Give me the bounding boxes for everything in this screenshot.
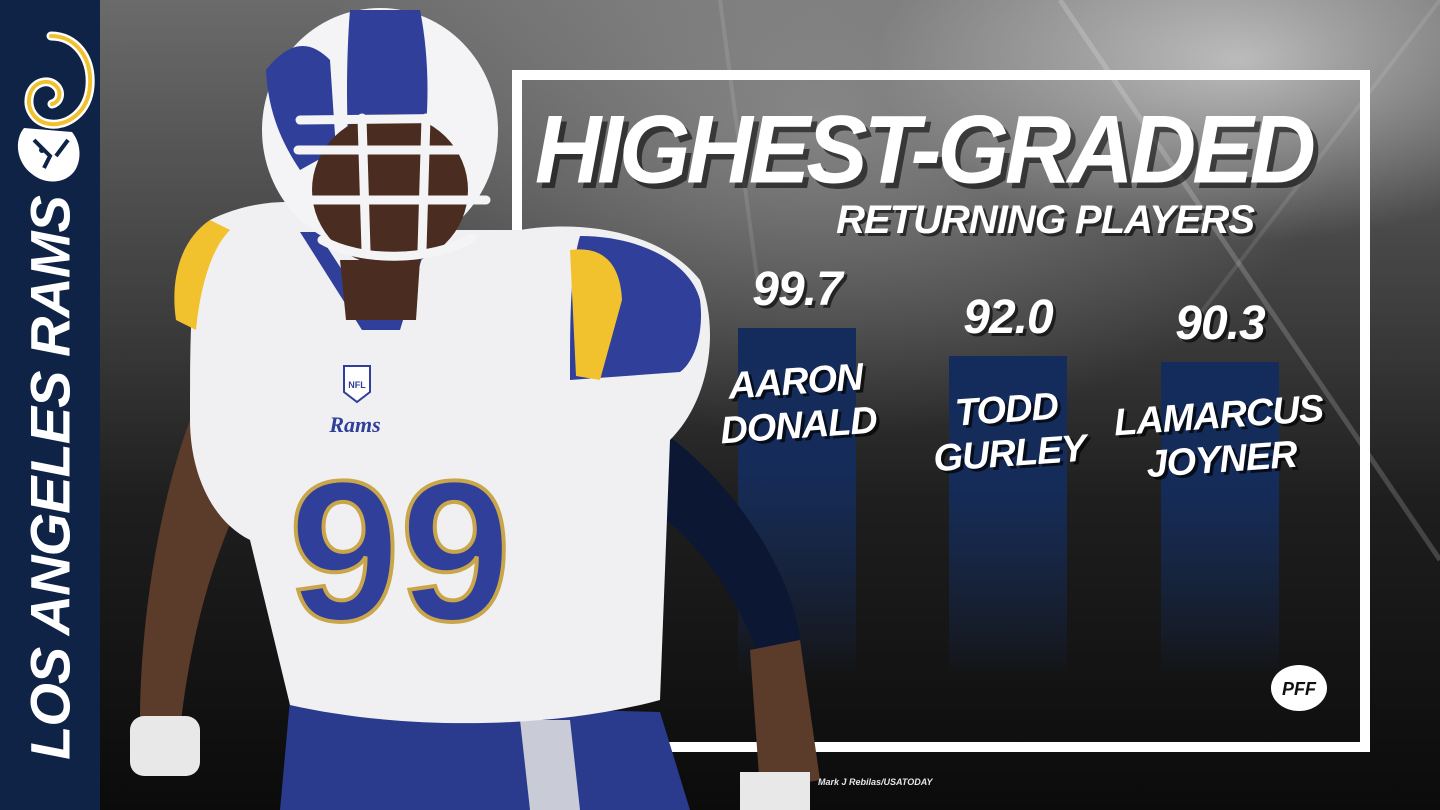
- facemask: [293, 113, 497, 261]
- bar-category-label: TODD GURLEY: [885, 380, 1131, 485]
- nfl-patch-text: NFL: [348, 380, 366, 390]
- chart-title: HIGHEST-GRADED: [534, 96, 1316, 204]
- rams-horn-logo-icon: [17, 31, 95, 182]
- team-side-band: LOS ANGELES RAMS: [0, 0, 100, 810]
- photo-credit: Mark J Rebilas/USATODAY: [818, 777, 933, 787]
- bar: [1161, 362, 1279, 680]
- nfl-shield-icon: [343, 365, 371, 404]
- player-photo: 99 Rams NFL: [130, 8, 820, 810]
- bar-value-label: 92.0: [963, 291, 1053, 344]
- bar-category-label: LAMARCUS JOYNER: [1097, 386, 1343, 491]
- pff-football-icon: PFF: [1271, 665, 1327, 711]
- pff-logo-text: PFF: [1282, 679, 1317, 699]
- jersey-number: 99: [289, 440, 511, 663]
- jersey-chest-text: Rams: [328, 412, 380, 437]
- team-name: LOS ANGELES RAMS: [18, 196, 82, 760]
- bar: [949, 356, 1067, 680]
- bar-value-label: 99.7: [752, 263, 842, 316]
- bar-value-label: 90.3: [1175, 297, 1265, 350]
- chart-subtitle: RETURNING PLAYERS: [836, 198, 1255, 242]
